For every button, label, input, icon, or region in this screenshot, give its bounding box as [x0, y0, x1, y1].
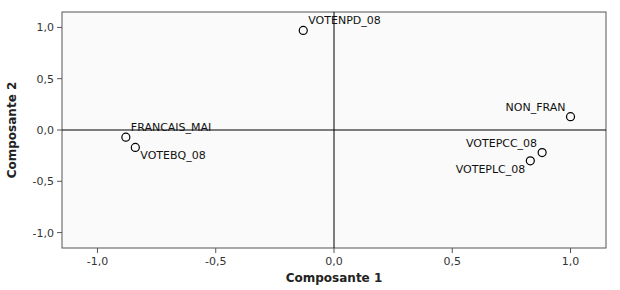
x-tick-label: -0,5: [205, 255, 226, 268]
x-tick: [452, 248, 453, 253]
plot-frame: [62, 12, 606, 248]
x-tick-label: 1,0: [562, 255, 580, 268]
plot-area: [62, 12, 606, 248]
y-tick-label: 0,0: [37, 124, 55, 137]
point: [299, 26, 307, 34]
y-tick-label: -0,5: [33, 175, 54, 188]
x-tick: [334, 248, 335, 253]
point-label: VOTEBQ_08: [140, 149, 205, 162]
y-tick-label: 1,0: [37, 21, 55, 34]
chart: -1,0 -0,5 0,0 0,5 1,0 -1,0 -0,5 0,0 0,5 1,0 Compos…: [0, 0, 620, 290]
y-tick: [57, 130, 62, 131]
y-tick: [57, 78, 62, 79]
point: [526, 157, 534, 165]
point-label: VOTENPD_08: [308, 14, 381, 27]
point-label: VOTEPCC_08: [466, 137, 537, 150]
y-tick-label: -1,0: [33, 227, 54, 240]
x-axis-label: Composante 1: [286, 271, 383, 285]
x-tick-label: 0,5: [444, 255, 462, 268]
y-axis-label: Composante 2: [5, 82, 19, 179]
x-tick: [97, 248, 98, 253]
point-label: FRANCAIS_MAI: [131, 121, 211, 134]
point: [567, 113, 575, 121]
point: [538, 149, 546, 157]
point: [122, 133, 130, 141]
y-tick: [57, 232, 62, 233]
x-tick-label: 0,0: [325, 255, 343, 268]
x-tick: [570, 248, 571, 253]
point-label: VOTEPLC_08: [456, 163, 526, 176]
origin-line: [334, 12, 335, 248]
point: [131, 143, 139, 151]
y-tick: [57, 27, 62, 28]
point-label: NON_FRAN: [506, 101, 566, 114]
y-tick: [57, 181, 62, 182]
x-tick-label: -1,0: [87, 255, 108, 268]
y-tick-label: 0,5: [37, 73, 55, 86]
x-tick: [215, 248, 216, 253]
